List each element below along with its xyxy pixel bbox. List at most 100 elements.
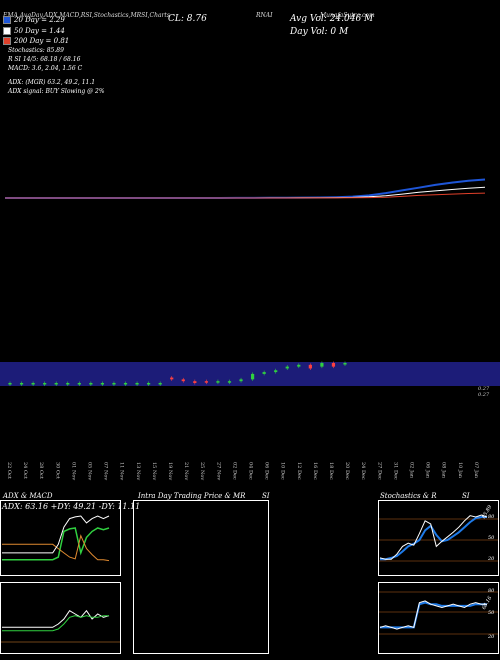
source-label: MunafaSutra.com — [320, 12, 375, 19]
volume-band — [0, 362, 500, 386]
date-tick-label: 12 Dec — [295, 462, 302, 480]
stoch-k-line — [379, 514, 488, 560]
indicators-header: EMA,AvgDay,ADX,MACD,RSI,Stochastics,MRSI… — [3, 12, 170, 19]
macd-value: MACD: 3.6, 2.04, 1.56 C — [8, 65, 83, 72]
candle-body — [181, 379, 185, 382]
date-tick-label: 18 Dec — [328, 462, 334, 480]
candle-body — [66, 383, 70, 385]
stochastics-panel — [378, 500, 499, 576]
candle-body — [285, 366, 289, 369]
macd-line — [2, 609, 110, 628]
date-tick-label: 19 Nov — [167, 462, 173, 481]
candle-body — [147, 383, 151, 385]
candle-body — [54, 383, 58, 385]
candle-body — [320, 363, 324, 367]
intra-panel-title-suffix: SI — [262, 492, 270, 500]
candle-body — [204, 381, 208, 383]
date-axis: 22 Oct 24 Oct 28 Oct 30 Oct 01 Nov 05 Nov 07 N… — [0, 462, 500, 484]
candle-body — [250, 373, 255, 380]
adx-panel-title: ADX & MACD — [3, 492, 53, 500]
adx-line — [2, 515, 110, 554]
candle-body — [331, 363, 336, 367]
date-tick-label: 27 Nov — [215, 462, 222, 481]
date-tick-label: 06 Dec — [263, 462, 270, 480]
candle-body — [239, 379, 243, 382]
legend-50-day: 50 Day = 1.44 — [3, 27, 65, 35]
rsi-value: R SI 14/5: 68.18 / 68.16 — [8, 56, 81, 63]
rsi-panel — [378, 582, 499, 654]
date-tick-label: 25 Nov — [199, 462, 206, 481]
ema-series-line — [5, 178, 486, 199]
candle-body — [89, 383, 93, 385]
candle-body — [123, 383, 128, 385]
stoch-panel-title-suffix: SI — [462, 492, 470, 500]
candle-body — [135, 383, 139, 385]
candle-body — [343, 363, 347, 365]
candle-body — [77, 383, 81, 385]
macd-signal-line — [2, 615, 109, 632]
adx-lines — [2, 515, 110, 562]
rsi-level-20: 20 — [488, 634, 495, 640]
day-volume: Day Vol: 0 M — [290, 27, 349, 37]
stoch-d-line — [380, 516, 487, 561]
date-tick-label: 02 Jan — [408, 462, 415, 479]
date-tick-label: 11 Nov — [118, 462, 125, 481]
candle-body — [262, 372, 266, 374]
date-tick-label: 10 Dec — [279, 462, 286, 480]
date-tick-label: 24 Dec — [360, 462, 367, 480]
legend-200-day: 200 Day = 0.81 — [3, 37, 69, 45]
price-axis-label: 0.27 — [478, 386, 490, 392]
stoch-level-50: 50 — [488, 535, 495, 541]
rsi-chart — [379, 591, 498, 635]
candle-body — [8, 383, 12, 385]
candle-body — [31, 383, 35, 385]
legend-swatch-icon — [3, 16, 11, 24]
date-tick-label: 13 Nov — [134, 462, 141, 481]
candle-body — [308, 364, 312, 369]
adx-panel — [0, 500, 121, 576]
date-tick-label: 20 Dec — [344, 462, 351, 480]
minus-di-line — [2, 534, 110, 562]
stoch-level-80: 80 — [488, 514, 495, 520]
date-tick-label: 10 Jan — [456, 462, 463, 479]
macd-panel — [0, 582, 121, 654]
stochastics-chart — [379, 514, 498, 562]
avg-volume: Avg Vol: 24.046 M — [290, 14, 374, 24]
date-tick-label: 08 Jan — [440, 462, 447, 479]
macd-chart — [1, 609, 120, 643]
candle-chart — [8, 361, 347, 386]
ema-chart — [5, 178, 486, 199]
legend-20-day: 20 Day = 2.29 — [3, 16, 65, 24]
legend-swatch-icon — [3, 27, 11, 35]
candles — [8, 361, 347, 386]
legend-swatch-icon — [3, 37, 11, 45]
rsi-level-50: 50 — [488, 610, 495, 616]
stochastics-lines — [379, 514, 498, 562]
ema-lines — [5, 178, 486, 199]
date-tick-label: 24 Oct — [22, 462, 29, 479]
candle-body — [227, 381, 232, 383]
date-tick-label: 22 Oct — [6, 462, 12, 479]
candle-body — [170, 377, 174, 380]
date-tick-label: 07 Jan — [472, 462, 479, 479]
rsi-level-80: 80 — [488, 588, 495, 594]
stochastics-value: Stochastics: 85.89 — [8, 47, 64, 54]
candle-body — [193, 381, 197, 383]
candle-body — [158, 383, 162, 385]
date-tick-label: 27 Dec — [376, 462, 383, 480]
close-price: CL: 8.76 — [168, 14, 207, 24]
date-tick-label: 31 Dec — [392, 462, 399, 480]
rsi-line — [379, 600, 487, 630]
candle-body — [100, 383, 105, 385]
candle-body — [112, 383, 116, 385]
date-tick-label: 05 Nov — [86, 462, 93, 481]
intra-panel-title: Intra Day Trading Price & MR — [138, 492, 246, 500]
intra-day-panel — [133, 500, 269, 654]
price-axis-label: 0.27 — [478, 392, 490, 398]
date-tick-label: 02 Dec — [231, 462, 238, 480]
mrsi-line — [380, 601, 487, 629]
adx-signal: ADX signal: BUY Slowing @ 2% — [8, 88, 105, 95]
date-tick-label: 30 Oct — [54, 462, 61, 479]
ema-series-line — [5, 192, 486, 199]
date-tick-label: 06 Jan — [424, 462, 431, 479]
